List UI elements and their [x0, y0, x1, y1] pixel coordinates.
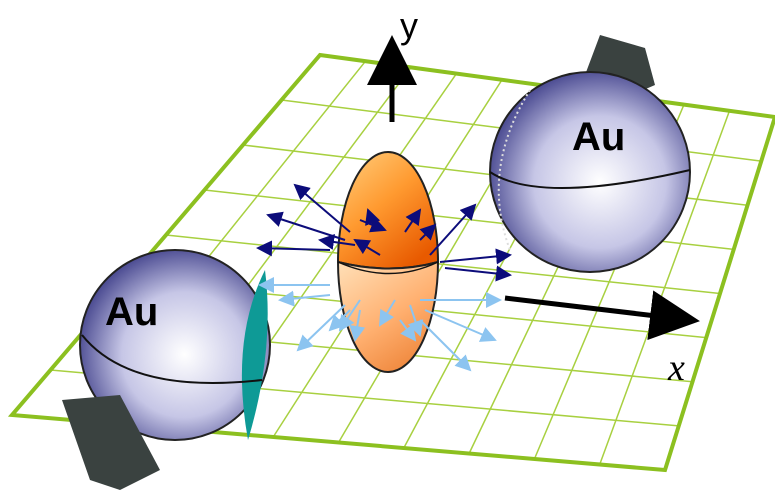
flow-arrows	[256, 183, 512, 372]
flow-arrow	[318, 234, 356, 250]
nucleus-label: Au	[105, 290, 158, 334]
flow-arrow	[353, 238, 381, 256]
equator	[489, 169, 691, 189]
flow-arrow	[404, 208, 422, 233]
flow-arrow	[349, 309, 366, 342]
sphere	[489, 71, 691, 273]
cap	[62, 395, 160, 490]
flow-arrow	[424, 309, 497, 342]
flow-arrow	[439, 248, 512, 265]
y-axis-label: y	[400, 5, 418, 46]
flow-arrow	[293, 183, 351, 233]
sphere	[79, 249, 271, 441]
flow-arrow	[419, 319, 472, 372]
nucleus-left: Au	[62, 249, 271, 490]
x-axis-arrow	[504, 290, 700, 341]
crescent	[241, 270, 268, 440]
nucleus-right: Au	[489, 35, 691, 273]
flow-arrow	[407, 304, 424, 337]
x-axis-label: x	[667, 347, 685, 389]
flow-arrow	[378, 299, 396, 327]
flow-arrow	[359, 217, 387, 233]
flow-arrow	[419, 223, 437, 241]
flow-arrow	[256, 240, 331, 257]
nucleus-label: Au	[572, 115, 625, 159]
flow-arrow	[399, 319, 417, 342]
cut	[497, 89, 531, 251]
flow-arrow	[444, 265, 512, 282]
flow-arrow	[296, 304, 346, 352]
flow-arrow	[429, 203, 477, 256]
fireball	[336, 151, 440, 373]
equator	[81, 334, 263, 384]
flow-arrow	[278, 290, 331, 307]
flow-arrow	[338, 299, 361, 332]
